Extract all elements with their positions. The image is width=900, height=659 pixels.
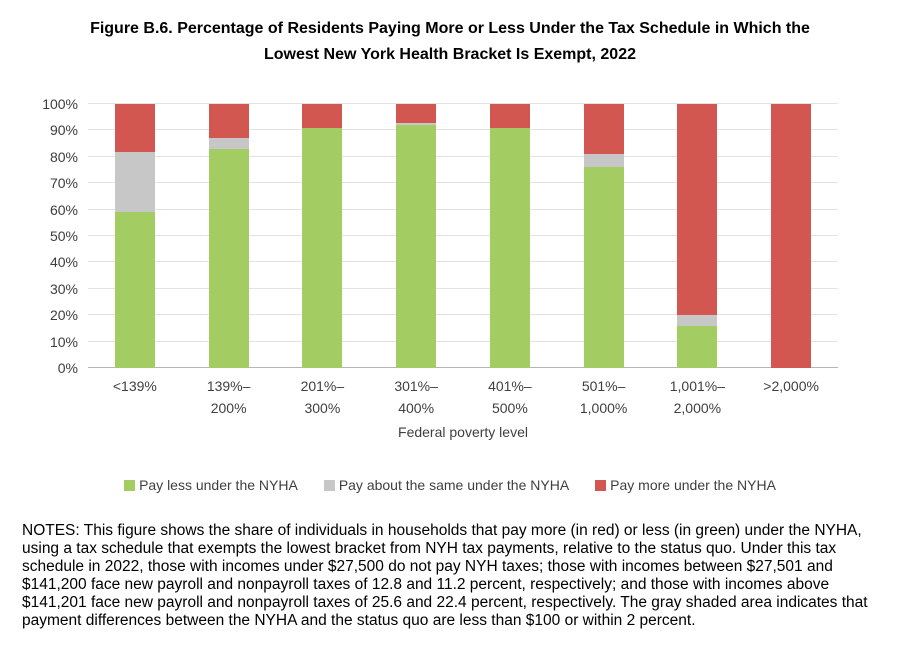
x-axis-tick-label: 201%– 300% — [300, 378, 345, 416]
bar-slot — [744, 104, 838, 368]
gridline — [88, 314, 838, 316]
stacked-bar — [677, 104, 718, 368]
legend-swatch-icon — [595, 479, 607, 491]
y-axis-tick-label: 0% — [57, 360, 78, 376]
plot-area — [88, 103, 838, 368]
x-axis-tick-label: >2,000% — [763, 378, 819, 394]
legend: Pay less under the NYHA Pay about the sam… — [0, 477, 900, 493]
stacked-bar — [302, 104, 343, 368]
legend-label: Pay more under the NYHA — [610, 477, 776, 493]
bar-slot — [651, 104, 745, 368]
bar-segment — [208, 138, 249, 149]
bar-segment — [208, 104, 249, 139]
gridline — [88, 129, 838, 131]
bar-segment — [396, 104, 437, 123]
y-axis-tick-label: 40% — [49, 254, 78, 271]
y-axis-tick-label: 50% — [49, 228, 78, 244]
legend-label: Pay about the same under the NYHA — [338, 477, 570, 493]
bar-slot — [369, 104, 463, 368]
bar-segment — [114, 104, 155, 152]
stacked-bar — [114, 104, 155, 368]
figure-title: Figure B.6. Percentage of Residents Payi… — [90, 20, 810, 63]
plot-row: 0% 10% 20% 30% 40% 50% 60% 70% 80% 90% 100% — [0, 96, 838, 376]
legend-swatch-icon — [323, 479, 335, 491]
y-axis-tick-label: 20% — [49, 307, 78, 324]
x-axis-tick-label: 1,001%– 2,000% — [669, 378, 726, 416]
x-axis: <139% 139%– 200% 201%– 300% 301%– 400% 401%–… — [0, 368, 838, 419]
x-axis-tick-label: 401%– 500% — [488, 378, 532, 416]
bar-segment — [583, 104, 624, 155]
bar-slot — [88, 104, 182, 368]
gridline — [88, 261, 838, 263]
bar-segment — [489, 104, 530, 128]
bar-segment — [114, 212, 155, 368]
gridline — [88, 103, 838, 104]
stacked-bar-chart: 0% 10% 20% 30% 40% 50% 60% 70% 80% 90% 100% <139% 1… — [0, 96, 900, 440]
x-axis-tick-label: 301%– 400% — [394, 378, 438, 416]
bar-segment — [396, 122, 437, 126]
y-axis-tick-label: 70% — [49, 175, 78, 192]
y-axis-tick-label: 60% — [49, 201, 78, 218]
bars-container — [88, 104, 838, 368]
x-axis-tick-label: 139%– 200% — [206, 378, 251, 416]
y-axis-tick-label: 80% — [49, 148, 78, 165]
bar-segment — [396, 125, 437, 368]
x-axis-title: Federal poverty level — [398, 424, 528, 440]
bar-slot — [557, 104, 651, 368]
stacked-bar — [583, 104, 624, 368]
legend-label: Pay less under the NYHA — [139, 477, 298, 493]
y-axis-tick-label: 10% — [49, 333, 78, 350]
notes-text: NOTES: This figure shows the share of in… — [22, 522, 868, 629]
x-axis-tick-label: 501%– 1,000% — [579, 378, 628, 416]
bar-segment — [208, 148, 249, 368]
gridline — [88, 367, 838, 368]
stacked-bar — [489, 104, 530, 368]
stacked-bar — [208, 104, 249, 368]
gridline — [88, 182, 838, 184]
gridline — [88, 235, 838, 236]
bar-slot — [276, 104, 370, 368]
legend-item: Pay more under the NYHA — [595, 477, 776, 493]
stacked-bar — [771, 104, 812, 368]
bar-segment — [583, 154, 624, 168]
gridline — [88, 155, 838, 157]
x-axis-tick-labels: <139% 139%– 200% 201%– 300% 301%– 400% 401%–… — [88, 368, 838, 419]
bar-segment — [114, 151, 155, 213]
gridline — [88, 287, 838, 289]
bar-segment — [302, 127, 343, 368]
bar-segment — [677, 104, 718, 316]
bar-slot — [463, 104, 557, 368]
gridline — [88, 340, 838, 342]
bar-segment — [302, 104, 343, 128]
bar-segment — [677, 325, 718, 368]
y-axis-tick-label: 90% — [49, 122, 78, 139]
y-axis-tick-label: 30% — [49, 280, 78, 297]
bar-segment — [489, 127, 530, 368]
x-axis-tick-label: <139% — [112, 378, 157, 394]
bar-segment — [583, 167, 624, 368]
y-axis-tick-label: 100% — [42, 96, 78, 112]
gridline — [88, 208, 838, 210]
legend-item: Pay less under the NYHA — [124, 477, 298, 493]
stacked-bar — [396, 104, 437, 368]
legend-item: Pay about the same under the NYHA — [323, 477, 570, 493]
bar-segment — [677, 315, 718, 326]
bar-segment — [771, 104, 812, 368]
y-axis: 0% 10% 20% 30% 40% 50% 60% 70% 80% 90% 100% — [0, 96, 88, 376]
bar-slot — [182, 104, 276, 368]
legend-swatch-icon — [124, 479, 136, 491]
